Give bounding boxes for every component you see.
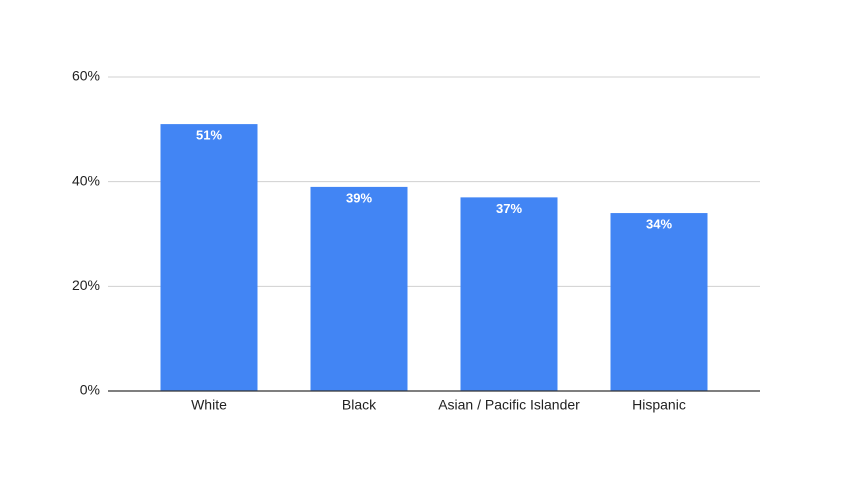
- value-label: 34%: [646, 217, 672, 232]
- x-tick-label: Hispanic: [632, 397, 686, 413]
- y-tick-label: 60%: [72, 68, 100, 84]
- x-tick-label: White: [191, 397, 227, 413]
- bar: [460, 197, 558, 391]
- value-label: 51%: [196, 128, 222, 143]
- value-label: 39%: [346, 190, 372, 205]
- x-tick-label: Black: [342, 397, 377, 413]
- bar: [610, 213, 708, 391]
- bar: [160, 124, 258, 391]
- y-tick-label: 20%: [72, 277, 100, 293]
- x-tick-label: Asian / Pacific Islander: [438, 397, 580, 413]
- y-tick-label: 40%: [72, 172, 100, 188]
- value-label: 37%: [496, 201, 522, 216]
- bar: [310, 186, 408, 391]
- y-tick-label: 0%: [80, 382, 100, 398]
